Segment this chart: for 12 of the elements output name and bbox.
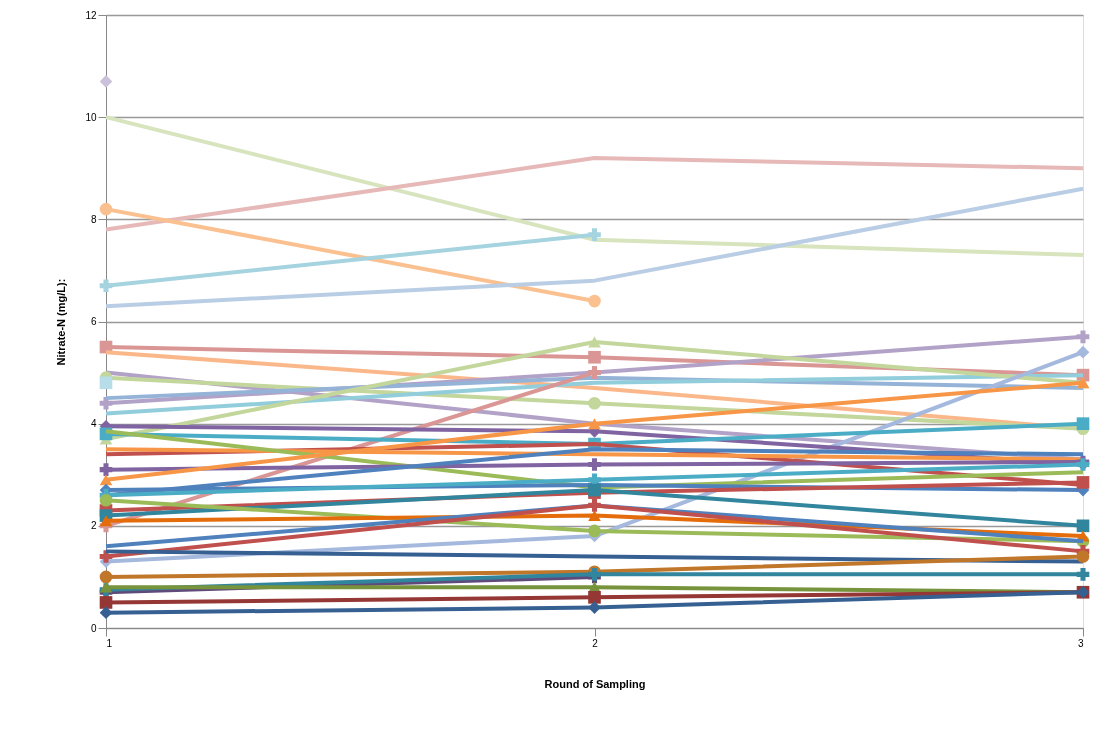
y-tick-label: 8 bbox=[90, 213, 97, 225]
x-axis-title: Round of Sampling bbox=[544, 677, 646, 690]
x-tick-label: 1 bbox=[106, 637, 113, 649]
y-tick-label: 2 bbox=[90, 520, 97, 532]
x-tick-label: 3 bbox=[1077, 637, 1084, 649]
x-tick-label: 2 bbox=[592, 637, 599, 649]
y-axis-title: Nitrate-N (mg/L): bbox=[55, 278, 68, 366]
y-tick-label: 0 bbox=[90, 622, 97, 634]
y-tick-label: 4 bbox=[90, 418, 97, 430]
y-tick-label: 12 bbox=[85, 9, 97, 21]
y-tick-label: 6 bbox=[90, 316, 97, 327]
y-tick-label: 10 bbox=[85, 111, 97, 123]
